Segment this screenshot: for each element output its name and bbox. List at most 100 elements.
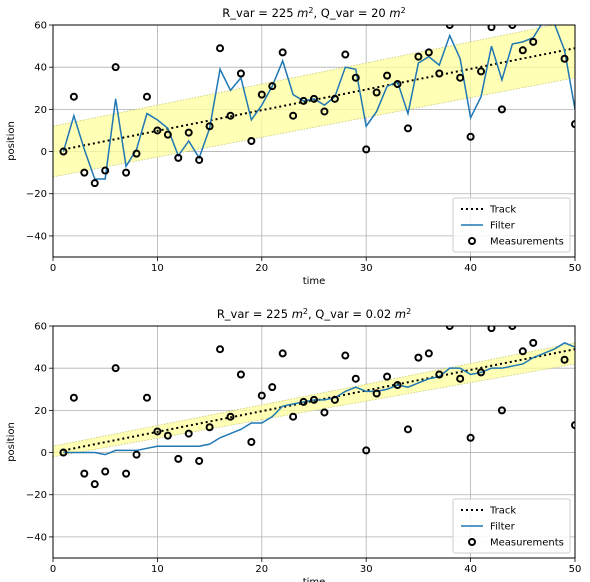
y-tick-label: −40 bbox=[26, 231, 47, 242]
x-tick-label: 20 bbox=[255, 263, 268, 274]
title-text: R_var = 225 bbox=[222, 6, 297, 20]
measurement-point bbox=[299, 397, 308, 406]
measurement-point bbox=[205, 423, 214, 432]
measurement-point bbox=[226, 111, 235, 120]
x-tick-label: 10 bbox=[151, 564, 164, 575]
measurement-point bbox=[184, 429, 193, 438]
subplot-2: 0 10 20 30 40 50 −40 −20 0 20 40 60 time position R_va… bbox=[6, 307, 581, 582]
legend: Track Filter Measurements bbox=[452, 197, 571, 253]
measurement-point bbox=[456, 374, 465, 383]
measurement-point bbox=[236, 370, 245, 379]
x-tick-label: 50 bbox=[569, 564, 582, 575]
measurement-point bbox=[184, 128, 193, 137]
legend: Track Filter Measurements bbox=[452, 498, 571, 554]
title-text: R_var = 225 bbox=[217, 307, 292, 321]
measurement-point bbox=[122, 469, 131, 478]
measurement-point bbox=[456, 73, 465, 82]
measurement-point bbox=[310, 395, 318, 404]
plot-content bbox=[53, 14, 575, 188]
measurement-point bbox=[268, 383, 277, 392]
measurement-point bbox=[174, 153, 183, 162]
y-tick-label: −40 bbox=[26, 532, 47, 543]
measurement-point bbox=[268, 82, 277, 91]
measurement-point bbox=[80, 168, 89, 177]
measurement-point bbox=[142, 393, 151, 402]
measurement-point bbox=[497, 105, 506, 114]
measurement-point bbox=[372, 88, 381, 97]
axes-frame bbox=[52, 325, 576, 559]
y-tick-label: 0 bbox=[41, 448, 47, 459]
measurement-point bbox=[445, 25, 454, 29]
legend-measurement-swatch bbox=[468, 538, 476, 546]
measurement-point bbox=[393, 381, 402, 390]
measurement-point bbox=[330, 94, 339, 103]
y-tick-label: 20 bbox=[34, 105, 47, 116]
measurement-point bbox=[351, 73, 360, 82]
measurement-point bbox=[403, 425, 412, 434]
measurement-point bbox=[571, 421, 575, 430]
x-tick-label: 20 bbox=[255, 564, 268, 575]
measurement-point bbox=[435, 69, 444, 78]
x-tick-label: 40 bbox=[464, 263, 477, 274]
measurement-point bbox=[487, 326, 496, 333]
measurement-point bbox=[571, 120, 575, 129]
measurement-point bbox=[257, 90, 266, 99]
measurement-point bbox=[497, 406, 506, 415]
x-tick-label: 40 bbox=[464, 564, 477, 575]
measurement-point bbox=[435, 370, 444, 379]
measurement-point bbox=[132, 450, 141, 459]
measurement-point bbox=[551, 14, 557, 20]
y-tick-label: 20 bbox=[34, 406, 47, 417]
measurement-point bbox=[403, 124, 412, 133]
y-tick-label: −20 bbox=[26, 490, 47, 501]
measurement-point bbox=[122, 168, 131, 177]
y-tick-label: 0 bbox=[41, 147, 47, 158]
legend-box bbox=[452, 197, 571, 253]
measurement-point bbox=[278, 349, 287, 358]
measurement-point bbox=[383, 372, 392, 381]
legend-filter-label: Filter bbox=[490, 221, 516, 232]
title-exponent: 2 bbox=[406, 307, 411, 316]
title-exponent: 2 bbox=[308, 6, 313, 15]
y-tick-label: 60 bbox=[34, 322, 47, 333]
subplot-1: 0 10 20 30 40 50 −40 −20 0 20 40 60 time position R_va… bbox=[6, 6, 581, 288]
measurement-point bbox=[90, 179, 99, 188]
measurement-point bbox=[424, 48, 433, 57]
plot-content bbox=[53, 315, 575, 489]
y-tick-label: 60 bbox=[34, 21, 47, 32]
measurement-point bbox=[383, 71, 392, 80]
measurement-point bbox=[132, 149, 141, 158]
measurement-point bbox=[69, 393, 78, 402]
measurement-point bbox=[257, 391, 266, 400]
title-text: , Q_var = 0.02 bbox=[308, 307, 395, 321]
measurement-point bbox=[341, 50, 350, 59]
filter-line bbox=[63, 342, 575, 456]
legend-measurements-label: Measurements bbox=[490, 538, 564, 549]
measurement-point bbox=[111, 63, 120, 72]
axes-frame bbox=[52, 24, 576, 258]
measurement-point bbox=[205, 122, 214, 131]
measurement-point bbox=[362, 446, 371, 455]
measurement-point bbox=[80, 469, 89, 478]
measurement-point bbox=[560, 54, 569, 63]
track-line bbox=[63, 47, 575, 151]
measurement-point bbox=[299, 96, 308, 105]
x-tick-label: 30 bbox=[360, 263, 373, 274]
legend-track-label: Track bbox=[489, 205, 516, 216]
title-exponent: 2 bbox=[401, 6, 406, 15]
measurement-point bbox=[216, 44, 225, 53]
measurement-point bbox=[153, 126, 162, 135]
measurement-point bbox=[393, 80, 402, 89]
measurement-point bbox=[518, 347, 527, 356]
measurement-point bbox=[163, 431, 172, 440]
title-unit: m bbox=[292, 307, 303, 321]
y-tick-label: 40 bbox=[34, 364, 47, 375]
measurement-point bbox=[362, 145, 371, 154]
measurement-point bbox=[59, 147, 68, 156]
measurement-point bbox=[551, 315, 557, 321]
legend-box bbox=[452, 498, 571, 554]
measurement-point bbox=[153, 427, 162, 436]
measurement-point bbox=[320, 107, 329, 116]
measurement-point bbox=[487, 25, 496, 32]
